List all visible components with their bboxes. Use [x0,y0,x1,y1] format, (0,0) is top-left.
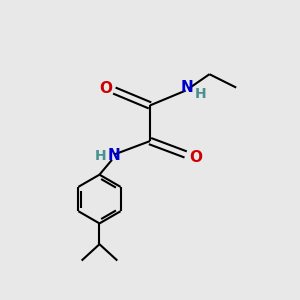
Text: H: H [95,149,107,163]
Text: H: H [195,86,206,100]
Text: O: O [189,150,202,165]
Text: N: N [108,148,121,164]
Text: O: O [100,81,112,96]
Text: N: N [181,80,194,95]
